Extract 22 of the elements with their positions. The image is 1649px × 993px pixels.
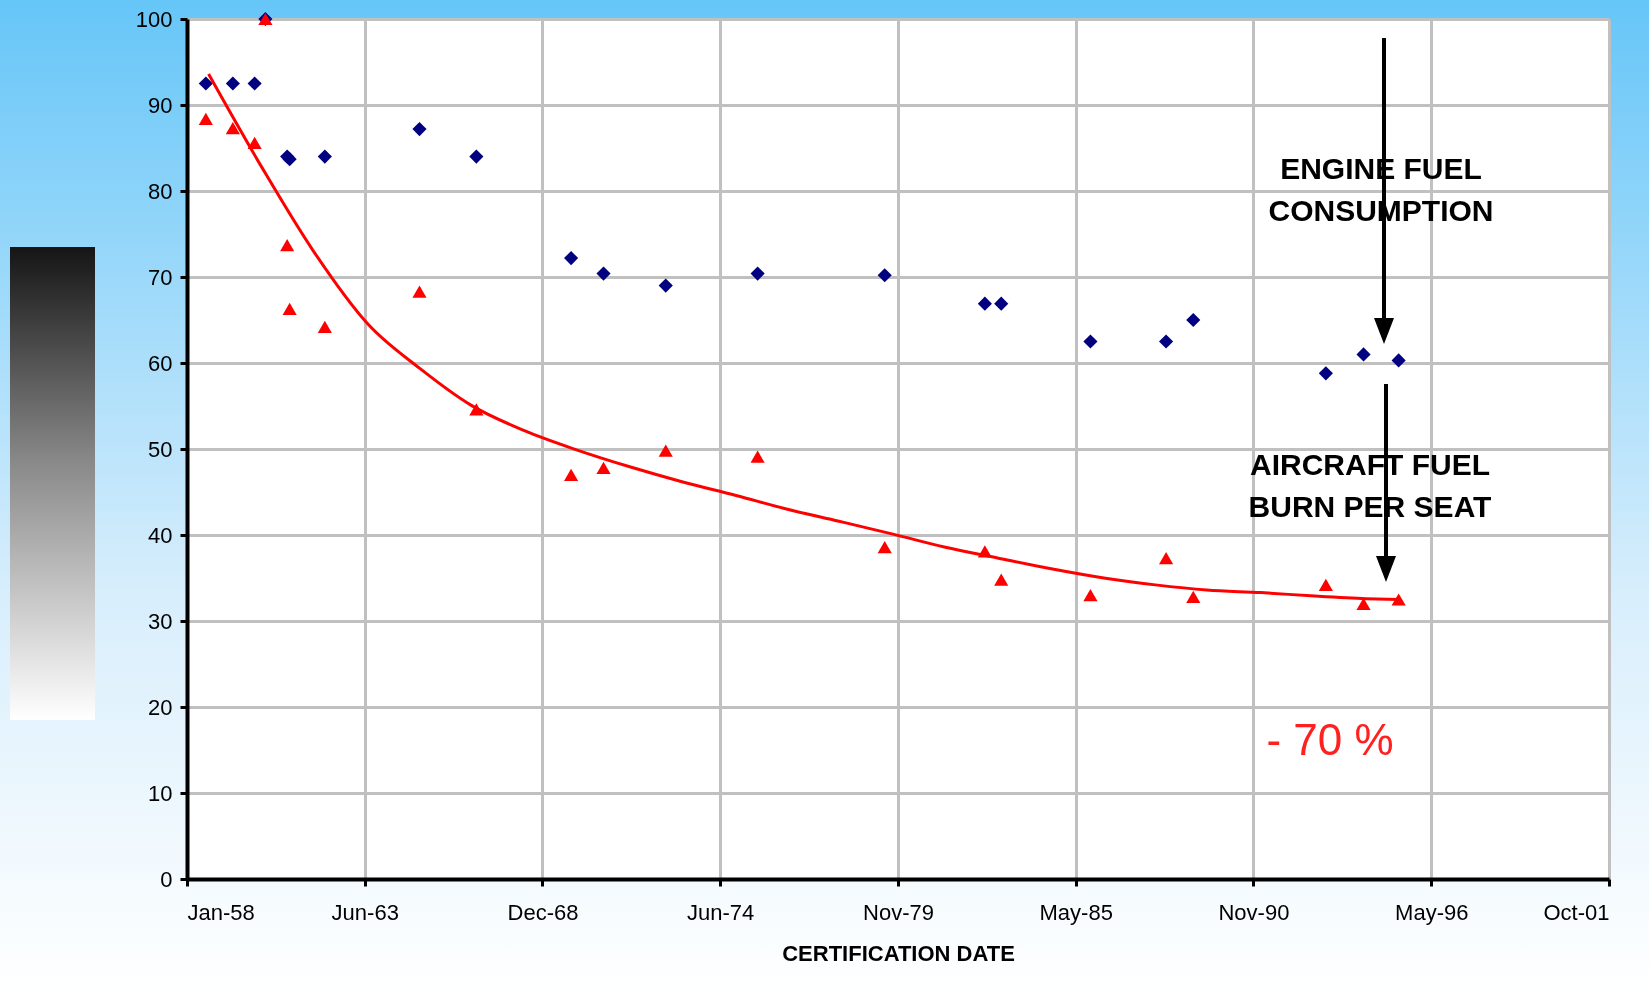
y-tick-label: 30: [148, 608, 173, 634]
y-tick-label: 0: [160, 866, 173, 892]
x-tick-label: Dec-68: [507, 899, 579, 925]
x-tick-label: May-96: [1395, 899, 1469, 925]
y-tick-label: 80: [148, 178, 173, 204]
x-tick-label: Oct-01: [1543, 899, 1610, 925]
x-tick-label: Jun-74: [687, 899, 755, 925]
x-tick-label: Jun-63: [331, 899, 399, 925]
x-tick-label: Nov-79: [862, 899, 934, 925]
y-tick-label: 100: [135, 6, 173, 32]
x-axis-title: CERTIFICATION DATE: [782, 940, 1015, 966]
x-tick-label: Nov-90: [1218, 899, 1290, 925]
x-tick-label: May-85: [1039, 899, 1113, 925]
x-tick-label: Jan-58: [187, 899, 255, 925]
y-tick-label: 60: [148, 350, 173, 376]
y-tick-label: 70: [148, 264, 173, 290]
y-tick-label: 90: [148, 92, 173, 118]
y-tick-label: 40: [148, 522, 173, 548]
y-tick-label: 20: [148, 694, 173, 720]
annotation: - 70 %: [1266, 715, 1394, 764]
y-tick-label: 10: [148, 780, 173, 806]
y-tick-label: 50: [148, 436, 173, 462]
